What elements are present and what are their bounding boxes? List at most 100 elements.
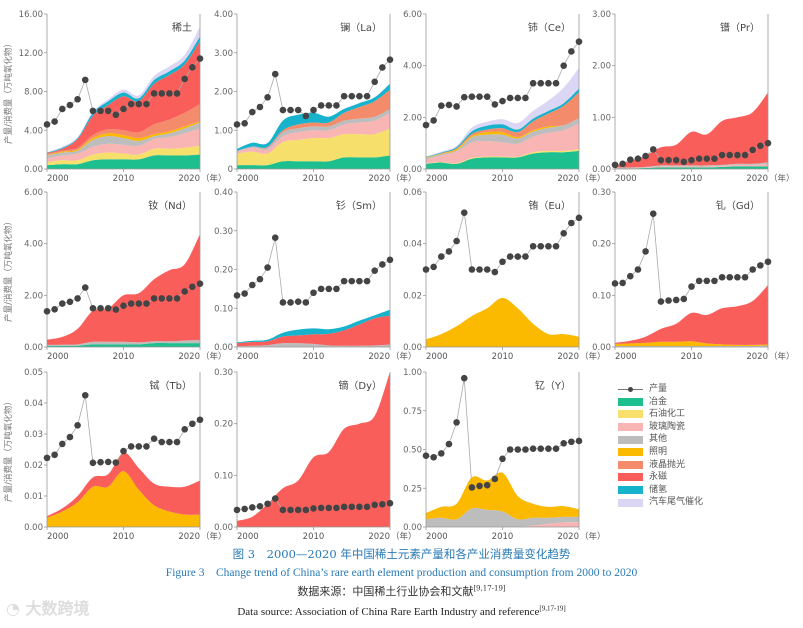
production-point [287,106,294,114]
x-tick-label: 2000 [426,174,448,184]
production-point [97,304,104,312]
area-metal [615,166,768,169]
production-point [279,299,287,306]
area-petro [47,145,200,166]
x-tick-label: 2000 [47,174,69,184]
production-point [552,445,560,453]
area-metal [426,150,579,169]
production-point [537,242,545,250]
production-point [680,158,688,166]
x-unit-label: （年） [391,173,417,184]
production-point [711,155,718,162]
source-cn-text: 数据来源：中国稀土行业协会和文献 [297,585,474,598]
production-point [196,55,204,62]
area-other [47,340,200,346]
production-point [514,253,522,260]
legend: 产量 冶金 石油化工 玻璃陶瓷 其他 照明 液晶抛光 永磁 储氢 汽车尾气催化 [618,383,703,509]
production-point [264,264,271,271]
production-point [196,416,204,424]
production-point [734,273,741,281]
x-unit-label: （年） [580,531,606,542]
panel-3: 0.00 1.00 2.00 3.00 2000 2010 2020 （年） 镨（Pr） [592,10,794,184]
production-point [59,300,66,307]
production-point [688,283,695,290]
y-tick-label: 4.00 [24,240,43,250]
production-point [741,151,749,159]
production-point [158,438,166,446]
legend-swatch [618,423,643,432]
line-dot-icon [618,385,643,393]
production-point [468,266,476,273]
production-point [468,93,476,100]
production-point [271,234,279,242]
production-point [560,440,567,447]
production-point [438,450,445,457]
area-glass [47,128,200,163]
production-point [89,107,97,115]
production-point [120,447,127,455]
production-point [741,273,749,281]
x-tick-label: 2020 [368,532,390,542]
production-point [422,452,430,460]
production-point [430,117,437,124]
production-point [560,62,567,69]
legend-label: 汽车尾气催化 [649,497,704,508]
production-point [657,298,665,305]
legend-label: 石油化工 [649,409,686,420]
production-point [545,445,552,453]
x-tick-label: 2010 [681,352,703,362]
legend-label: 其他 [649,434,668,445]
production-point [279,106,287,114]
production-point [665,297,672,304]
legend-label: 冶金 [649,396,668,407]
production-point [333,285,340,293]
y-tick-label: 2.00 [592,62,611,72]
production-point [356,503,363,511]
y-tick-label: 0.00 [403,523,422,533]
x-unit-label: （年） [391,351,417,362]
production-point [189,63,196,71]
production-point [249,504,256,511]
production-point [386,256,394,264]
production-point [120,105,127,113]
production-point [74,95,81,103]
production-point [386,499,394,507]
production-point [294,506,302,514]
legend-swatch [618,460,643,469]
area-magnet [615,92,768,168]
legend-swatch [618,498,643,507]
x-tick-label: 2000 [237,532,259,542]
production-point [379,64,386,71]
production-point [51,118,58,125]
production-point [718,151,726,159]
y-tick-label: 0.30 [214,368,233,378]
source-en-ref: [9,17-19] [539,604,566,613]
legend-item-production: 产量 [618,383,703,396]
production-point [611,280,619,287]
legend-item-auto: 汽车尾气催化 [618,496,703,509]
production-point [529,79,537,87]
production-point [568,48,575,55]
production-point [649,146,657,153]
production-point [59,105,66,113]
production-point [476,482,483,490]
x-tick-label: 2000 [237,352,259,362]
area-other [615,162,768,169]
x-tick-label: 2010 [303,352,325,362]
y-tick-label: 0.00 [24,343,43,353]
panel-4: 0.00 2.00 4.00 6.00 2000 2010 2020 （年） 钕（Nd） 产量/消… [3,188,227,362]
production-point [529,242,537,250]
panel-title: 铈（Ce） [528,21,571,34]
area-other [47,122,200,159]
panel-5: 0.00 0.10 0.20 0.30 0.40 2000 2010 2020 （年） 钐（Sm） [214,188,416,362]
production-point [181,426,188,433]
production-point [97,107,104,115]
y-axis-label: 产量/消费量（万吨氧化物） [3,217,14,322]
area-other [426,118,579,160]
x-tick-label: 2010 [113,174,135,184]
area-hstore [47,36,200,153]
x-tick-label: 2010 [492,174,514,184]
production-point [166,295,173,302]
production-point [150,295,158,302]
production-point [317,504,325,512]
